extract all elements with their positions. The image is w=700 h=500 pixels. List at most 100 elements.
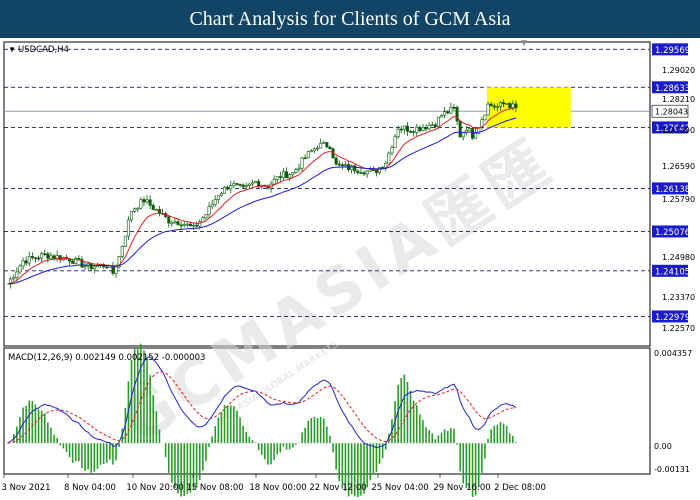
level-tag-bg [652, 182, 688, 195]
candle-body [405, 125, 409, 132]
candle-body [92, 266, 96, 270]
candle-body [430, 124, 434, 127]
current-price-bg [651, 104, 689, 118]
level-tag-text: 1.29569 [655, 46, 690, 56]
candle-body [272, 179, 276, 185]
ma-fast-line [7, 107, 516, 285]
candle-body [257, 181, 261, 187]
candle-body [114, 266, 118, 274]
level-price-tag: 1.25076 [652, 225, 690, 238]
candle-body [415, 126, 419, 133]
highlight-zone [487, 87, 571, 128]
candle-body [254, 181, 258, 184]
price-tick: 1.23370 [662, 293, 695, 302]
candle-body [498, 102, 502, 107]
level-price-tag: 1.26138 [652, 182, 690, 195]
candle-body [309, 150, 313, 153]
candle-body [303, 157, 307, 160]
candle-body [30, 256, 34, 258]
candle-body [337, 163, 341, 166]
candle-body [312, 148, 316, 152]
level-price-tag: 1.29569 [652, 43, 690, 56]
candle-body [130, 210, 134, 221]
candle-body [46, 253, 50, 259]
candle-body [154, 209, 158, 211]
macd-signal-line [7, 371, 516, 444]
candle-body [49, 255, 53, 259]
price-tick: 1.22570 [662, 324, 695, 333]
candle-body [297, 167, 301, 170]
candle-body [201, 217, 205, 223]
candle-body [480, 119, 484, 128]
candle-body [421, 127, 425, 131]
candle-body [250, 182, 254, 185]
candle-body [306, 151, 310, 159]
x-tick-label: 25 Nov 04:00 [371, 483, 428, 493]
candle-body [514, 103, 518, 108]
macd-series [7, 343, 517, 498]
candle-body [188, 223, 192, 227]
candle-body [288, 174, 292, 179]
candle-body [216, 195, 220, 200]
price-tick: 1.27390 [662, 126, 695, 135]
macd-main-line [7, 356, 517, 449]
candle-body [471, 128, 475, 139]
candle-body [350, 165, 354, 170]
candle-body [275, 176, 279, 180]
current-price-text: 1.28043 [655, 108, 688, 117]
candle-body [232, 183, 236, 186]
candle-body [207, 206, 211, 216]
candle-body [111, 265, 115, 274]
candle-body [173, 221, 177, 224]
candle-body [83, 265, 87, 268]
candle-body [142, 199, 146, 203]
x-tick-label: 10 Nov 20:00 [126, 483, 183, 493]
candle-body [340, 164, 344, 166]
candle-body [185, 223, 189, 226]
level-tag-bg [652, 264, 688, 277]
candle-body [179, 224, 183, 227]
candle-body [418, 126, 422, 131]
candle-body [15, 271, 19, 278]
highlight-zone-layer [487, 87, 571, 128]
macd-tick-zero: 0.00 [654, 442, 672, 451]
price-tick: 1.29020 [662, 66, 695, 75]
candle-body [455, 106, 459, 122]
candle-body [247, 183, 251, 186]
price-axis: 1.29569 1.28633 1.27642 1.26138 1.25076 1.241… [651, 43, 695, 333]
level-price-tag: 1.24105 [652, 264, 690, 277]
candle-body [387, 152, 391, 164]
candle-body [446, 111, 450, 114]
candle-body [285, 171, 289, 179]
level-tag-bg [652, 81, 688, 94]
candle-body [461, 131, 465, 138]
level-price-tag: 1.22979 [652, 310, 690, 323]
level-tag-text: 1.24105 [655, 267, 690, 277]
candle-body [33, 257, 37, 259]
candle-body [362, 172, 366, 175]
candle-body [167, 216, 171, 224]
candle-body [176, 221, 180, 226]
symbol-label: USDCAD,H4 [18, 45, 69, 55]
price-tick: 1.28210 [662, 95, 695, 104]
candle-body [133, 208, 137, 212]
candle-body [393, 136, 397, 148]
candle-body [402, 125, 406, 130]
candle-body [486, 103, 490, 116]
level-tag-bg [652, 43, 688, 56]
candle-body [483, 114, 487, 121]
candle-body [229, 185, 233, 190]
candle-body [409, 130, 413, 133]
candle-body [440, 115, 444, 118]
candle-body [195, 224, 199, 227]
candle-body [424, 127, 428, 130]
candle-body [412, 131, 416, 133]
time-axis: 3 Nov 2021 8 Nov 04:00 10 Nov 20:00 15 Nov … [1, 474, 546, 493]
candle-body [157, 209, 161, 214]
x-tick-label: 3 Nov 2021 [1, 483, 50, 493]
candle-body [325, 142, 329, 148]
x-tick-label: 18 Nov 00:00 [249, 483, 306, 493]
candle-body [120, 246, 124, 257]
level-tag-bg [652, 121, 688, 134]
candle-body [151, 205, 155, 210]
